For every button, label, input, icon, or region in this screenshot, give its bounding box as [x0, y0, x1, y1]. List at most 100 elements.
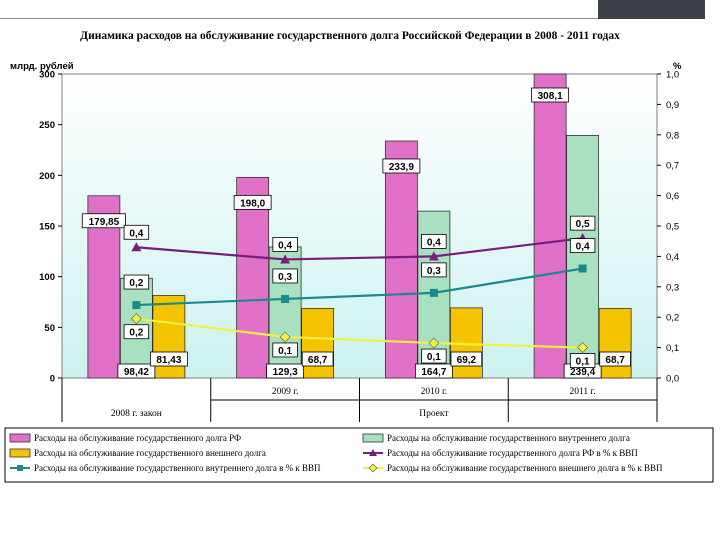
line-label-internal-box: [123, 274, 150, 290]
y2-tick-label: 0,5: [666, 222, 679, 233]
bar-internal: [268, 246, 302, 379]
bar-external-label: 69,2: [457, 355, 477, 366]
line-point-external-pct: [130, 313, 142, 325]
line-label-external-box: [123, 324, 150, 340]
legend-label: Расходы на обслуживание государственного…: [34, 463, 321, 473]
bar-internal-label: 239,4: [570, 367, 595, 378]
y-tick-label: 100: [39, 272, 55, 283]
bar-external-label-box: [599, 351, 631, 367]
bar-internal-label: 129,3: [273, 367, 298, 378]
legend-marker: [369, 449, 377, 456]
bar-internal: [566, 135, 600, 379]
y-tick-label: 250: [39, 120, 55, 131]
bar-total-label: 233,9: [389, 162, 414, 173]
line-label-total: 0,4: [427, 237, 441, 248]
y-tick-label: 200: [39, 171, 55, 182]
x-category-label: 2011 г.: [570, 387, 596, 397]
legend-label: Расходы на обслуживание государственного…: [387, 433, 630, 443]
bar-total-label: 308,1: [538, 91, 563, 102]
line-label-total-box: [421, 233, 447, 249]
line-label-internal-box: [569, 238, 596, 253]
line-point-external-pct: [279, 331, 291, 343]
line-label-external: 0,1: [278, 346, 292, 357]
line-point-total-pct: [280, 254, 291, 264]
chart-title: Динамика расходов на обслуживание госуда…: [80, 30, 620, 42]
y-tick-label: 50: [44, 323, 55, 334]
y2-tick-label: 0,1: [666, 343, 679, 354]
bar-external: [301, 307, 335, 379]
line-label-internal: 0,2: [129, 278, 143, 289]
slide-top-bar: [0, 0, 720, 22]
line-label-internal: 0,3: [278, 272, 292, 283]
line-point-total-pct: [428, 251, 439, 261]
line-label-external: 0,1: [576, 357, 590, 368]
legend-box: [4, 427, 714, 483]
y2-tick-label: 0,4: [666, 252, 679, 263]
bar-total-label-box: [233, 194, 272, 210]
bar-external-label-box: [149, 351, 188, 367]
bar-external-label: 68,7: [605, 355, 625, 366]
line-label-total-box: [272, 237, 298, 252]
bar-total: [236, 176, 270, 379]
line-label-external: 0,1: [427, 352, 441, 363]
y2-tick-label: 0,6: [666, 191, 679, 202]
bar-internal-label-box: [266, 363, 305, 379]
line-point-internal-pct: [281, 294, 290, 303]
bar-total: [384, 140, 418, 379]
bar-total-label-box: [382, 158, 421, 174]
line-label-total: 0,5: [576, 219, 590, 230]
bar-total-label: 198,0: [240, 198, 265, 209]
x-category-label: 2009 г.: [272, 387, 299, 397]
bar-total: [533, 73, 567, 379]
bar-external-label-box: [450, 351, 483, 367]
line-point-external-pct: [428, 337, 440, 349]
bar-external: [598, 307, 632, 379]
line-label-internal-box: [272, 268, 298, 284]
y-tick-label: 0: [50, 374, 55, 385]
line-point-internal-pct: [429, 288, 438, 297]
y2-tick-label: 0,7: [666, 161, 679, 172]
line-label-external-box: [272, 342, 298, 358]
bar-total-label: 179,85: [89, 217, 120, 228]
y-axis-label: млрд. рублей: [10, 61, 74, 72]
bar-total-label-box: [81, 213, 126, 229]
y2-tick-label: 0,0: [666, 374, 679, 385]
legend-label: Расходы на обслуживание государственного…: [387, 463, 663, 473]
line-series-0: [136, 237, 583, 261]
line-point-internal-pct: [578, 264, 587, 273]
line-label-total-box: [123, 224, 150, 240]
line-label-total-box: [569, 215, 596, 231]
line-label-external: 0,2: [129, 328, 143, 339]
bar-internal-label-box: [414, 363, 453, 379]
legend-marker: [17, 465, 23, 471]
bar-external-label: 68,7: [308, 355, 328, 366]
y-tick-label: 150: [39, 222, 55, 233]
legend-label: Расходы на обслуживание государственного…: [34, 448, 266, 458]
top-rule: [0, 18, 598, 19]
legend-marker: [368, 463, 378, 473]
bar-internal-label: 98,42: [124, 367, 149, 378]
line-label-internal: 0,4: [576, 242, 590, 253]
bar-internal-label: 164,7: [421, 367, 446, 378]
line-label-external-box: [569, 353, 596, 369]
y2-tick-label: 1,0: [666, 70, 679, 81]
x-group-label: Проект: [419, 409, 449, 419]
line-label-total: 0,4: [278, 240, 292, 251]
line-label-external-box: [421, 348, 447, 364]
line-series-2: [136, 317, 583, 349]
line-point-total-pct: [131, 242, 142, 252]
line-label-internal: 0,3: [427, 266, 441, 277]
legend-swatch: [9, 433, 31, 443]
line-label-total: 0,4: [129, 228, 143, 239]
x-category-label: 2010 г.: [421, 387, 448, 397]
y2-tick-label: 0,3: [666, 282, 679, 293]
y2-tick-label: 0,9: [666, 100, 679, 111]
y-tick-label: 300: [39, 70, 55, 81]
line-label-internal-box: [421, 262, 447, 278]
y2-tick-label: 0,8: [666, 130, 679, 141]
legend-swatch: [362, 433, 384, 443]
x-group-label: 2008 г. закон: [111, 409, 162, 419]
top-dark-block: [598, 0, 705, 19]
line-series-1: [136, 267, 583, 307]
